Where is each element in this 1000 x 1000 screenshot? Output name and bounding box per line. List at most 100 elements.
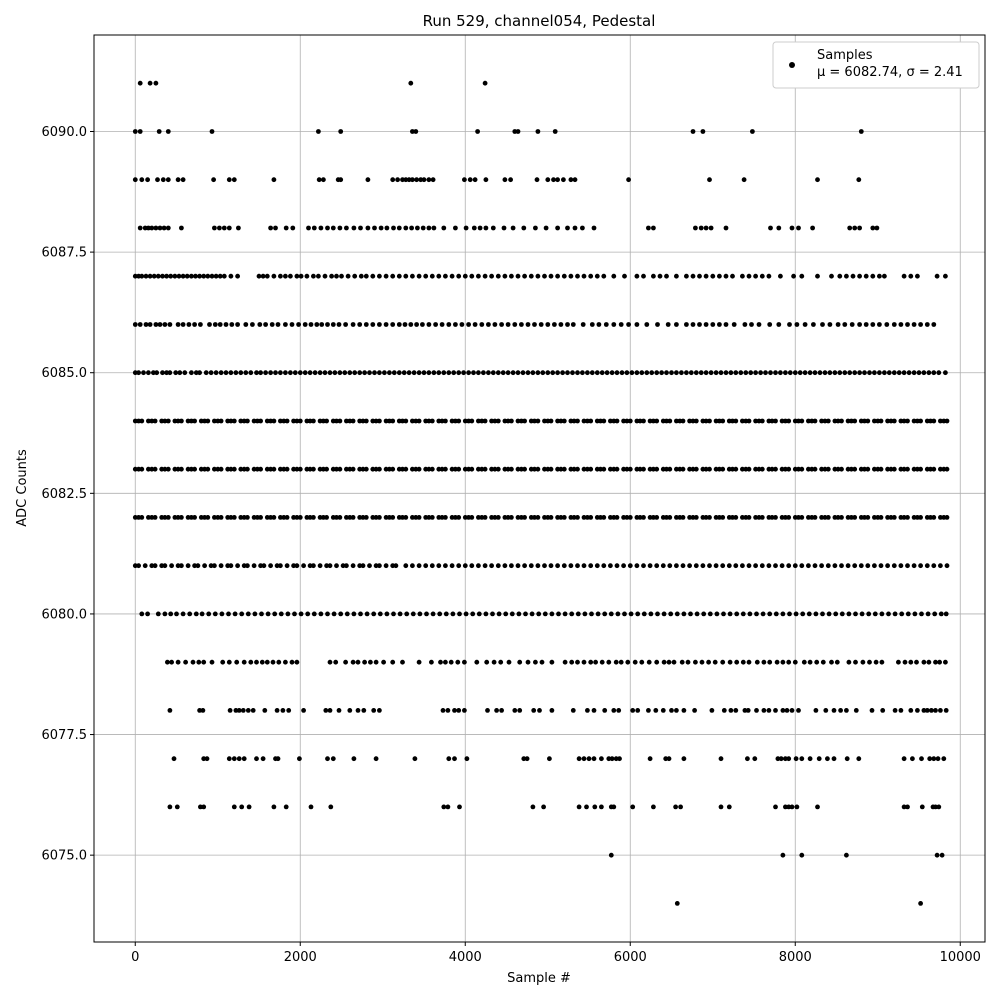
data-point (794, 804, 800, 810)
data-point (608, 852, 614, 858)
data-point (248, 659, 254, 665)
data-point (228, 515, 234, 520)
data-point (899, 611, 905, 617)
data-point (260, 273, 266, 279)
data-point (136, 563, 142, 569)
data-point (740, 273, 745, 279)
data-point (524, 756, 530, 762)
data-point (370, 466, 376, 472)
data-point (410, 611, 416, 617)
data-point (703, 418, 709, 424)
data-point (878, 418, 884, 424)
data-point (767, 611, 773, 617)
data-point (302, 322, 308, 327)
data-point (373, 756, 379, 762)
data-point (786, 515, 792, 520)
data-point (316, 177, 322, 183)
data-point (525, 322, 531, 327)
data-point (496, 611, 502, 617)
data-point (469, 563, 475, 569)
data-point (773, 515, 778, 520)
data-point (317, 563, 323, 569)
data-point (921, 708, 927, 713)
data-point (410, 515, 415, 520)
data-point (233, 708, 239, 713)
data-point (153, 225, 159, 231)
data-point (403, 225, 409, 231)
data-point (896, 370, 902, 376)
data-point (322, 273, 328, 279)
data-point (333, 659, 339, 665)
data-point (263, 370, 268, 376)
data-point (481, 370, 486, 376)
data-point (552, 322, 557, 327)
data-point (477, 225, 483, 231)
data-point (429, 273, 435, 279)
data-point (582, 611, 588, 617)
data-point (555, 177, 560, 183)
y-axis-label: ADC Counts (15, 449, 30, 527)
data-point (236, 708, 242, 713)
data-point (198, 804, 203, 810)
data-point (919, 756, 924, 762)
data-point (132, 322, 138, 327)
data-point (779, 515, 785, 520)
data-point (741, 177, 747, 183)
data-point (139, 515, 145, 520)
data-point (165, 177, 171, 183)
data-point (400, 659, 405, 665)
data-point (687, 418, 692, 424)
data-point (637, 515, 643, 520)
data-point (584, 804, 589, 810)
data-point (157, 322, 163, 327)
data-point (654, 515, 660, 520)
data-point (323, 708, 329, 713)
data-point (613, 659, 619, 665)
data-point (654, 659, 660, 665)
data-point (429, 515, 435, 520)
data-point (347, 466, 353, 472)
data-point (218, 466, 224, 472)
data-point (766, 273, 772, 279)
data-point (443, 611, 449, 617)
data-point (842, 370, 848, 376)
data-point (845, 418, 851, 424)
data-point (232, 611, 238, 617)
data-point (634, 370, 640, 376)
data-point (801, 659, 807, 665)
data-point (161, 225, 167, 231)
data-point (294, 418, 300, 424)
data-point (147, 80, 153, 86)
data-point (627, 563, 633, 569)
data-point (318, 611, 324, 617)
data-point (780, 611, 786, 617)
data-point (292, 370, 298, 376)
data-point (609, 756, 615, 762)
data-point (269, 322, 275, 327)
data-point (462, 466, 468, 472)
data-point (268, 515, 273, 520)
data-point (357, 515, 363, 520)
data-point (769, 466, 775, 472)
data-point (261, 563, 267, 569)
data-point (234, 659, 240, 665)
data-point (448, 659, 454, 665)
data-point (609, 370, 615, 376)
data-point (489, 418, 494, 424)
data-point (198, 466, 204, 472)
data-point (844, 756, 850, 762)
data-point (456, 418, 462, 424)
data-point (238, 418, 244, 424)
data-point (849, 515, 854, 520)
data-point (152, 418, 158, 424)
data-point (165, 659, 170, 665)
data-point (774, 659, 780, 665)
data-point (831, 708, 837, 713)
data-point (453, 225, 458, 231)
data-point (271, 515, 277, 520)
data-point (470, 611, 476, 617)
data-point (617, 756, 622, 762)
data-point (667, 563, 673, 569)
data-point (463, 225, 469, 231)
data-point (445, 804, 451, 810)
